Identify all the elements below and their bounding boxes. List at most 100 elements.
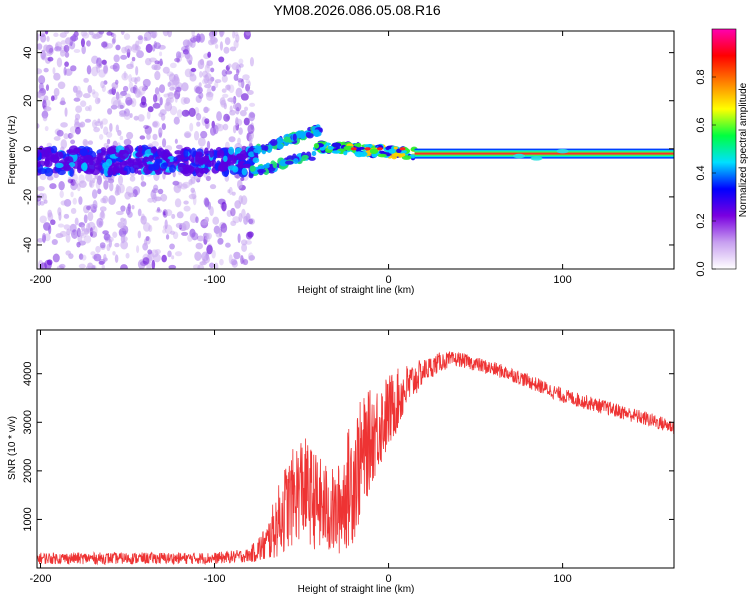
noise-blob — [73, 48, 81, 53]
line-wiggle — [513, 153, 526, 159]
noise-blob — [162, 229, 167, 234]
noise-blob — [154, 87, 160, 95]
noise-blob — [70, 178, 76, 186]
noise-blob — [175, 51, 182, 59]
noise-blob — [64, 107, 68, 117]
converge-blob — [393, 146, 398, 150]
noise-blob — [115, 91, 120, 101]
noise-blob — [101, 264, 105, 269]
band-blob — [236, 153, 243, 160]
noise-blob — [119, 104, 124, 109]
noise-blob — [112, 99, 121, 107]
noise-blob — [230, 207, 236, 217]
band-blob — [252, 157, 260, 164]
noise-blob — [94, 97, 101, 105]
noise-blob — [216, 123, 224, 132]
noise-blob — [213, 38, 218, 43]
noise-blob — [63, 44, 70, 53]
noise-blob — [146, 110, 151, 120]
noise-blob — [106, 131, 113, 138]
noise-blob — [88, 31, 94, 36]
noise-blob — [163, 93, 170, 98]
noise-blob — [142, 78, 151, 88]
noise-blob — [47, 56, 54, 62]
branch-blob — [269, 139, 278, 147]
noise-blob — [53, 87, 60, 97]
noise-blob — [240, 255, 244, 265]
branch-blob — [305, 131, 312, 138]
noise-blob — [73, 180, 79, 187]
branch-blob — [299, 131, 306, 138]
noise-blob — [68, 253, 74, 260]
noise-blob — [240, 239, 248, 246]
noise-blob — [45, 52, 53, 57]
noise-blob — [90, 251, 96, 256]
x-tick-label: 100 — [553, 274, 571, 286]
noise-blob — [140, 175, 144, 181]
noise-blob — [207, 78, 213, 85]
noise-blob — [139, 135, 146, 140]
noise-blob — [60, 139, 68, 149]
noise-blob — [91, 55, 99, 64]
noise-blob — [106, 243, 111, 252]
snr-panel: -200 -100 0 100 1000 2000 3000 4000 Height of s… — [7, 329, 675, 595]
noise-blob — [46, 35, 50, 42]
noise-blob — [200, 220, 208, 226]
noise-blob — [57, 81, 66, 90]
noise-blob — [250, 122, 254, 131]
x-tick-label: -200 — [29, 573, 51, 585]
noise-blob — [37, 186, 45, 192]
noise-blob — [218, 56, 225, 63]
noise-blob — [152, 102, 161, 109]
noise-blob — [134, 88, 141, 98]
noise-blob — [174, 198, 182, 208]
band-blob — [79, 147, 88, 156]
noise-blob — [115, 184, 120, 193]
noise-blob — [169, 243, 175, 250]
noise-blob — [233, 251, 241, 260]
noise-blob — [187, 179, 196, 185]
noise-blob — [161, 123, 166, 131]
y-tick-label: 40 — [22, 47, 34, 59]
noise-blob — [87, 211, 94, 222]
noise-blob — [247, 90, 254, 95]
noise-blob — [87, 140, 94, 145]
noise-blob — [91, 89, 96, 95]
noise-blob — [176, 109, 183, 118]
noise-blob — [80, 31, 88, 37]
band-blob — [182, 168, 190, 175]
noise-blob — [87, 40, 91, 47]
noise-blob — [53, 72, 61, 81]
converge-blob — [331, 142, 342, 148]
noise-blob — [124, 45, 133, 53]
noise-blob — [162, 31, 169, 37]
noise-blob — [226, 209, 232, 217]
noise-blob — [159, 97, 163, 106]
noise-blob — [91, 225, 98, 236]
noise-blob — [183, 200, 189, 205]
noise-blob — [37, 68, 43, 75]
snr-axes: -200 -100 0 100 1000 2000 3000 4000 — [22, 330, 674, 585]
noise-blob — [214, 79, 222, 84]
noise-blob — [225, 242, 231, 248]
noise-blob — [235, 116, 239, 126]
noise-blob — [118, 93, 124, 99]
noise-blob — [64, 31, 70, 35]
noise-blob — [175, 144, 183, 150]
noise-blob — [169, 62, 177, 69]
noise-blob — [81, 254, 87, 261]
noise-blob — [123, 138, 132, 146]
noise-blob — [117, 104, 125, 110]
y-tick-label: 2000 — [22, 459, 34, 483]
band-blob — [153, 160, 160, 171]
noise-blob — [200, 130, 208, 139]
band-blob — [162, 162, 168, 167]
noise-blob — [219, 41, 224, 51]
noise-blob — [181, 231, 189, 236]
noise-blob — [80, 100, 87, 107]
noise-blob — [87, 262, 94, 269]
noise-blob — [57, 223, 65, 228]
noise-blob — [234, 102, 242, 112]
noise-blob — [46, 175, 54, 181]
branch-blob — [301, 154, 309, 160]
